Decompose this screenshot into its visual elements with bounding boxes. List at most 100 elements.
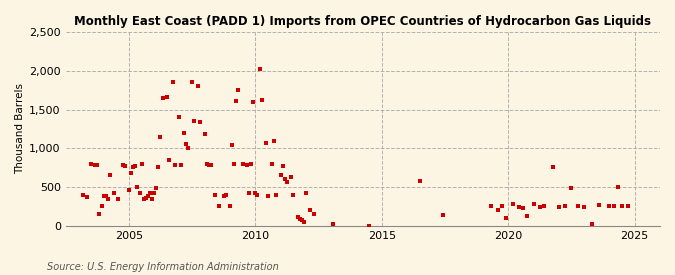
Point <box>168 80 179 85</box>
Point <box>250 191 261 196</box>
Point <box>138 197 149 201</box>
Point <box>81 195 92 199</box>
Point <box>539 204 549 209</box>
Point <box>193 84 204 89</box>
Point <box>514 205 524 210</box>
Point <box>134 191 145 196</box>
Text: Source: U.S. Energy Information Administration: Source: U.S. Energy Information Administ… <box>47 262 279 272</box>
Point <box>98 194 109 199</box>
Point <box>199 132 210 137</box>
Point <box>220 193 231 197</box>
Point <box>501 216 512 220</box>
Point <box>201 162 212 166</box>
Point <box>94 212 105 216</box>
Point <box>560 204 570 209</box>
Point <box>180 142 191 147</box>
Point <box>518 206 529 210</box>
Point <box>328 221 339 226</box>
Point <box>528 202 539 206</box>
Point <box>225 204 236 209</box>
Point <box>189 119 200 123</box>
Point <box>132 185 142 189</box>
Point <box>105 173 115 178</box>
Point <box>535 205 545 210</box>
Point <box>497 204 508 209</box>
Point <box>229 162 240 166</box>
Point <box>182 146 193 150</box>
Point <box>252 193 263 197</box>
Point <box>151 186 161 190</box>
Point <box>210 193 221 197</box>
Point <box>195 120 206 124</box>
Point <box>437 213 448 217</box>
Point <box>113 197 124 201</box>
Point <box>244 191 254 196</box>
Point <box>86 162 97 166</box>
Point <box>279 177 290 182</box>
Point <box>269 138 279 143</box>
Point <box>248 100 259 104</box>
Point <box>163 158 174 162</box>
Point <box>604 204 615 208</box>
Point <box>288 193 298 197</box>
Title: Monthly East Coast (PADD 1) Imports from OPEC Countries of Hydrocarbon Gas Liqui: Monthly East Coast (PADD 1) Imports from… <box>74 15 651 28</box>
Point <box>309 212 320 216</box>
Point <box>174 115 185 119</box>
Point <box>242 163 252 167</box>
Point <box>136 162 147 166</box>
Point <box>128 165 138 169</box>
Point <box>161 95 172 99</box>
Point <box>522 214 533 218</box>
Point <box>126 171 136 175</box>
Point <box>218 194 229 199</box>
Point <box>178 131 189 135</box>
Point <box>507 202 518 206</box>
Point <box>263 194 273 199</box>
Point <box>142 194 153 199</box>
Point <box>587 222 598 227</box>
Y-axis label: Thousand Barrels: Thousand Barrels <box>15 83 25 174</box>
Point <box>281 180 292 185</box>
Point <box>547 165 558 169</box>
Point <box>572 204 583 209</box>
Point <box>300 191 311 196</box>
Point <box>294 217 305 221</box>
Point <box>153 165 164 169</box>
Point <box>227 143 238 147</box>
Point <box>608 204 619 209</box>
Point <box>286 175 296 179</box>
Point <box>612 185 623 189</box>
Point <box>256 98 267 102</box>
Point <box>623 204 634 209</box>
Point <box>486 204 497 209</box>
Point <box>100 194 111 199</box>
Point <box>364 224 375 228</box>
Point <box>214 204 225 209</box>
Point <box>277 164 288 168</box>
Point <box>617 204 628 209</box>
Point <box>144 191 155 195</box>
Point <box>593 203 604 207</box>
Point <box>204 163 215 167</box>
Point <box>233 88 244 92</box>
Point <box>492 207 503 212</box>
Point <box>148 190 159 195</box>
Point <box>305 208 316 213</box>
Point <box>109 190 119 195</box>
Point <box>155 134 166 139</box>
Point <box>238 162 248 166</box>
Point <box>170 163 181 167</box>
Point <box>231 99 242 103</box>
Point <box>117 163 128 167</box>
Point <box>92 163 103 167</box>
Point <box>566 186 577 190</box>
Point <box>176 163 187 167</box>
Point <box>140 196 151 200</box>
Point <box>578 205 589 210</box>
Point <box>275 173 286 178</box>
Point <box>119 164 130 168</box>
Point <box>157 96 168 100</box>
Point <box>206 163 217 167</box>
Point <box>292 214 303 219</box>
Point <box>103 197 113 201</box>
